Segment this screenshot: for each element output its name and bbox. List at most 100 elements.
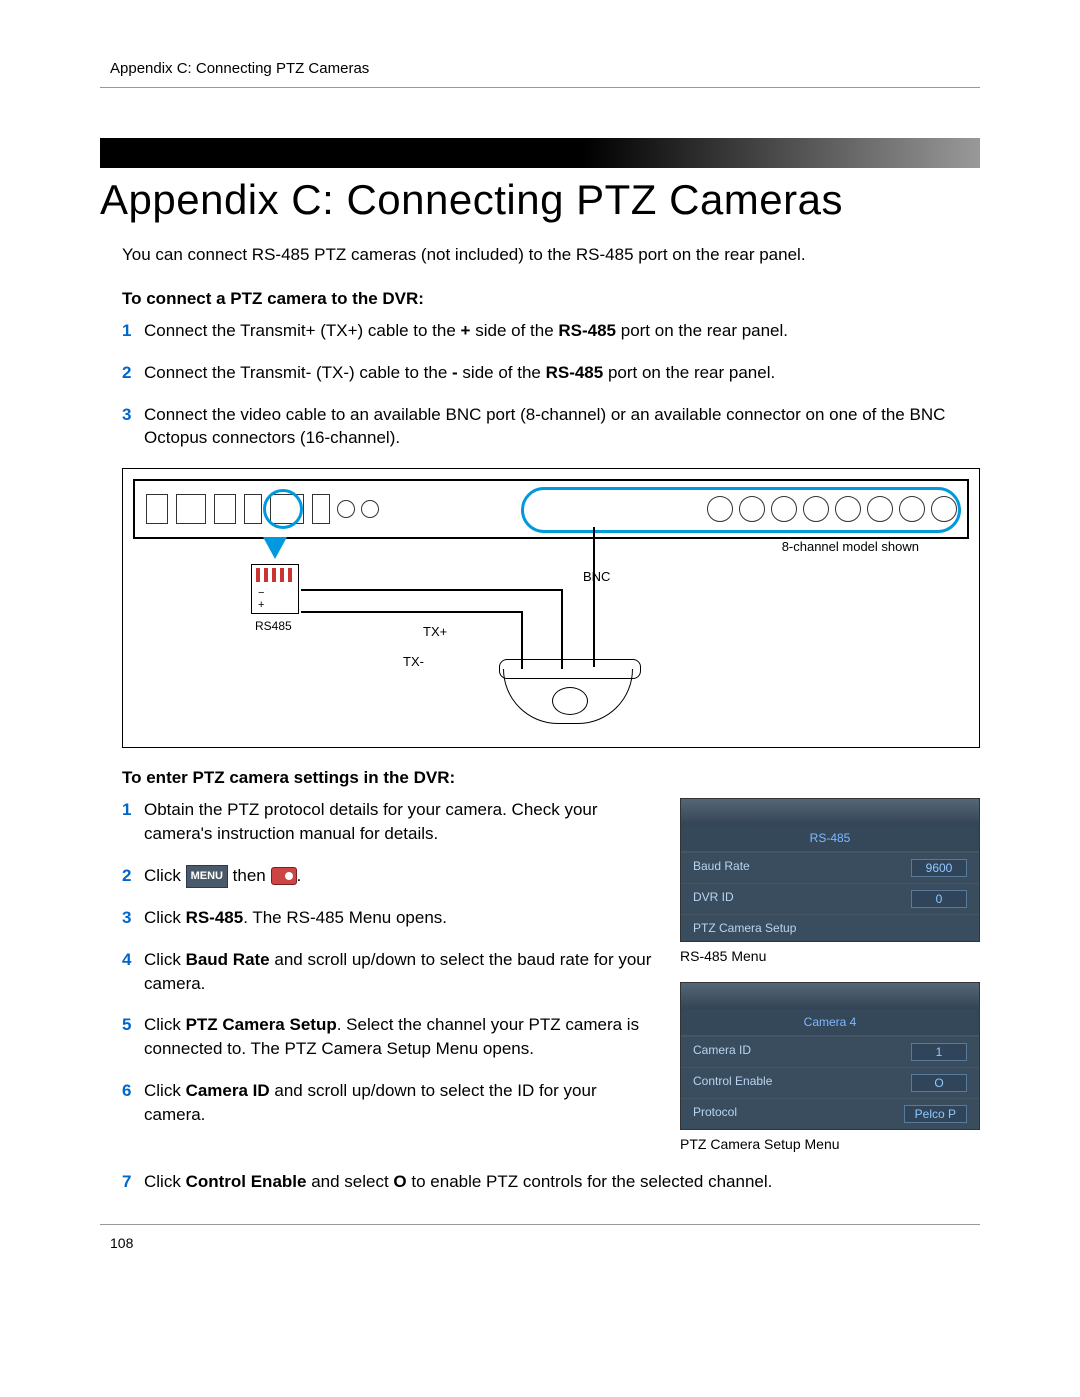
steps-list-2: 1 Obtain the PTZ protocol details for yo… [122, 798, 660, 1126]
step-text: Click Camera ID and scroll up/down to se… [144, 1079, 660, 1127]
section1-heading: To connect a PTZ camera to the DVR: [122, 289, 980, 309]
audio-out [337, 500, 355, 518]
section2-heading: To enter PTZ camera settings in the DVR: [122, 768, 980, 788]
row-value: 0 [911, 890, 967, 908]
bold-text: RS-485 [546, 363, 604, 382]
step-text: Connect the Transmit- (TX-) cable to the… [144, 361, 980, 385]
bold-text: Baud Rate [186, 950, 270, 969]
bold-text: RS-485 [558, 321, 616, 340]
step-3: 3 Connect the video cable to an availabl… [122, 403, 980, 451]
step-number: 7 [122, 1170, 144, 1194]
menu-icon: MENU [186, 865, 228, 888]
step-7: 7 Click Control Enable and select O to e… [122, 1170, 980, 1194]
step-number: 3 [122, 906, 144, 930]
wire [301, 611, 521, 613]
bold-text: PTZ Camera Setup [186, 1015, 337, 1034]
menu-row: PTZ Camera Setup [681, 914, 979, 941]
menu-row: Control Enable O [681, 1067, 979, 1098]
txp-label: TX+ [423, 624, 447, 639]
text: port on the rear panel. [616, 321, 788, 340]
step-5: 5 Click PTZ Camera Setup. Select the cha… [122, 1013, 660, 1061]
rear-panel [133, 479, 969, 539]
header-rule [100, 87, 980, 88]
terminal-pins: − + [258, 587, 298, 611]
step-1: 1 Obtain the PTZ protocol details for yo… [122, 798, 660, 846]
rs485-port [244, 494, 262, 524]
hdmi-port [214, 494, 236, 524]
step-number: 2 [122, 361, 144, 385]
text: Click [144, 950, 186, 969]
step-4: 4 Click Baud Rate and scroll up/down to … [122, 948, 660, 996]
screenshot-bg [681, 983, 979, 1009]
row-value: O [911, 1074, 967, 1092]
page-number: 108 [100, 1235, 980, 1251]
step-text: Obtain the PTZ protocol details for your… [144, 798, 660, 846]
bold-text: O [393, 1172, 406, 1191]
step-text: Click RS-485. The RS-485 Menu opens. [144, 906, 660, 930]
menu-row: DVR ID0 [681, 883, 979, 914]
menu-row: ProtocolPelco P [681, 1098, 979, 1129]
step-number: 1 [122, 798, 144, 822]
audio-in [361, 500, 379, 518]
screenshot-caption: RS-485 Menu [680, 948, 980, 964]
wire [561, 589, 563, 669]
wire [301, 589, 561, 591]
text: then [228, 866, 271, 885]
text: . [297, 866, 302, 885]
text: port on the rear panel. [603, 363, 775, 382]
menu-row: Baud Rate9600 [681, 852, 979, 883]
text: Click [144, 908, 186, 927]
ptz-setup-screenshot: Camera 4 Camera ID 1 Control Enable O Prot… [680, 982, 980, 1130]
row-value: 9600 [911, 859, 967, 877]
step-3: 3 Click RS-485. The RS-485 Menu opens. [122, 906, 660, 930]
row-label: Control Enable [693, 1074, 772, 1092]
camera-icon [271, 867, 297, 885]
step-text: Click PTZ Camera Setup. Select the chann… [144, 1013, 660, 1061]
step-number: 5 [122, 1013, 144, 1037]
menu-title: Camera 4 [681, 1009, 979, 1036]
text: to enable PTZ controls for the selected … [407, 1172, 773, 1191]
step-2: 2 Connect the Transmit- (TX-) cable to t… [122, 361, 980, 385]
text: Click [144, 1172, 186, 1191]
text: Connect the Transmit- (TX-) cable to the [144, 363, 452, 382]
step-text: Connect the Transmit+ (TX+) cable to the… [144, 319, 980, 343]
step-6: 6 Click Camera ID and scroll up/down to … [122, 1079, 660, 1127]
step-text: Click MENU then . [144, 864, 660, 888]
step-number: 1 [122, 319, 144, 343]
row-value: 1 [911, 1043, 967, 1061]
bnc-label: BNC [583, 569, 610, 584]
connection-diagram: − + RS485 8-channel model shown BNC TX+ … [122, 468, 980, 748]
bold-text: Control Enable [186, 1172, 307, 1191]
footer-rule [100, 1224, 980, 1225]
lan-port [176, 494, 206, 524]
rs485-highlight [263, 489, 303, 529]
text: Click [144, 1081, 186, 1100]
diagram-note: 8-channel model shown [782, 539, 919, 554]
step-text: Click Baud Rate and scroll up/down to se… [144, 948, 660, 996]
text: Click [144, 866, 186, 885]
usb-port [312, 494, 330, 524]
rs485-menu-screenshot: RS-485 Baud Rate9600 DVR ID0 PTZ Camera … [680, 798, 980, 942]
bold-text: RS-485 [186, 908, 244, 927]
step-number: 6 [122, 1079, 144, 1103]
dome-camera-icon [503, 669, 633, 724]
text: side of the [470, 321, 558, 340]
page-title: Appendix C: Connecting PTZ Cameras [100, 176, 980, 224]
dc-port [146, 494, 168, 524]
row-label: PTZ Camera Setup [693, 921, 796, 935]
arrow-icon [263, 537, 287, 559]
rs485-label: RS485 [255, 619, 292, 633]
text: Click [144, 1015, 186, 1034]
menu-title: RS-485 [681, 825, 979, 852]
step-number: 2 [122, 864, 144, 888]
bold-text: + [461, 321, 471, 340]
step-1: 1 Connect the Transmit+ (TX+) cable to t… [122, 319, 980, 343]
text: . The RS-485 Menu opens. [243, 908, 447, 927]
running-header: Appendix C: Connecting PTZ Cameras [100, 60, 980, 77]
intro-text: You can connect RS-485 PTZ cameras (not … [122, 244, 980, 267]
screenshot-bg [681, 799, 979, 825]
text: Connect the Transmit+ (TX+) cable to the [144, 321, 461, 340]
txm-label: TX- [403, 654, 424, 669]
row-label: Camera ID [693, 1043, 751, 1061]
text: and select [306, 1172, 393, 1191]
